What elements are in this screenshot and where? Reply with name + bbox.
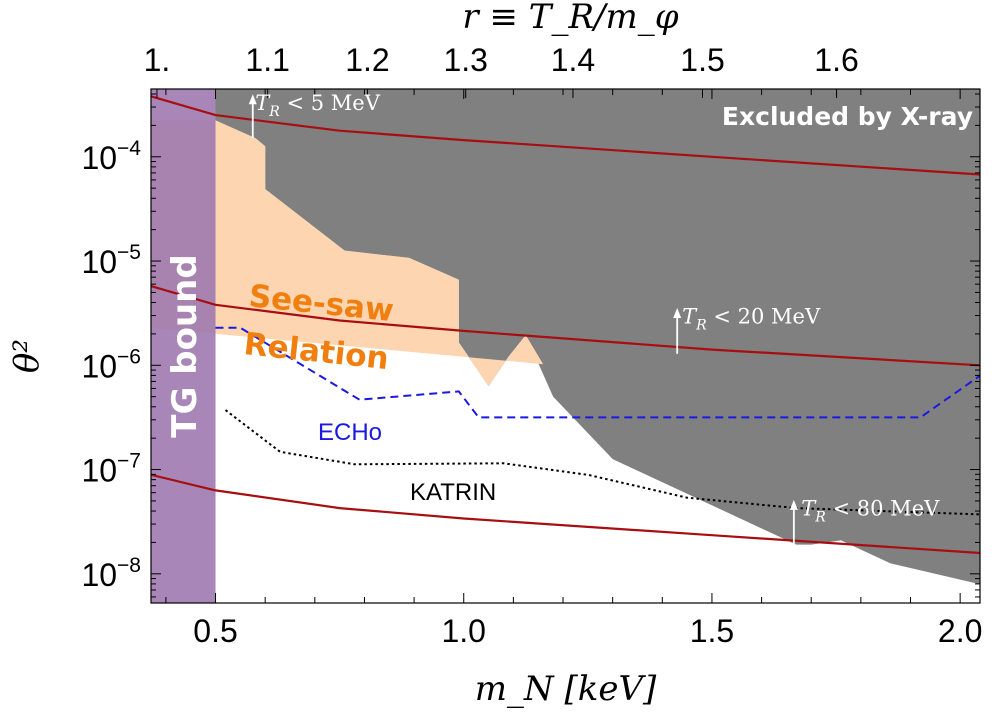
region-0-excluded-by-x-ray — [215, 89, 980, 585]
curves-layer — [151, 95, 980, 555]
y-tick-exp: −5 — [117, 241, 141, 264]
y-tick-base: 10 — [81, 348, 117, 384]
top-tick-label: 1. — [144, 42, 171, 78]
ticks-layer — [151, 89, 980, 603]
region-1-see-saw-relation — [151, 120, 544, 387]
tr-arrow-head — [789, 499, 798, 510]
top-tick-label: 1.5 — [680, 42, 724, 78]
y-tick-base: 10 — [81, 140, 117, 176]
top-tick-label: 1.6 — [814, 42, 858, 78]
tr-curve-2 — [151, 473, 980, 555]
echo-label: ECHo — [318, 419, 382, 446]
y-tick-exp: −6 — [117, 345, 141, 368]
y-tick-exp: −4 — [117, 137, 141, 160]
top-tick-label: 1.2 — [345, 42, 389, 78]
region-tg-bound — [151, 89, 216, 603]
tr-label-symbol: T — [682, 305, 698, 329]
tr-curve-0 — [151, 95, 980, 176]
y-tick-base: 10 — [81, 244, 117, 280]
x-tick-label: 1.5 — [690, 613, 734, 649]
tr-label-value: < 20 MeV — [707, 305, 821, 329]
x-tick-label: 1.0 — [441, 613, 485, 649]
y-tick-label: 10−4 — [81, 137, 141, 176]
y-axis-title: θ² — [7, 339, 47, 373]
series-echo-line — [215, 326, 980, 419]
x-axis-title: m_N [keV] — [475, 669, 657, 709]
series-katrin-line — [224, 409, 980, 516]
tr-label-value: < 5 MeV — [280, 91, 381, 115]
tr-label-subscript: R — [268, 104, 280, 120]
tr-label-value: < 80 MeV — [826, 496, 940, 520]
plot-border — [150, 88, 981, 604]
y-tick-exp: −8 — [117, 554, 141, 577]
y-tick-label: 10−6 — [81, 345, 141, 384]
top-tick-label: 1.4 — [551, 42, 595, 78]
regions-layer — [151, 89, 980, 603]
x-tick-label: 0.5 — [193, 613, 237, 649]
tr-label: TR < 80 MeV — [801, 496, 940, 525]
top-tick-label: 1.3 — [443, 42, 487, 78]
tr-label-subscript: R — [814, 509, 826, 525]
tr-label-symbol: T — [801, 496, 817, 520]
tr-label: TR < 20 MeV — [682, 305, 821, 334]
tr-curve-1 — [151, 285, 980, 367]
tr-arrow-head — [248, 94, 257, 105]
tg-bound-label: TG bound — [165, 254, 205, 437]
y-tick-label: 10−8 — [81, 554, 141, 593]
top-axis-title: r ≡ T_R/m_φ — [462, 0, 678, 37]
y-tick-base: 10 — [81, 453, 117, 489]
x-tick-label: 2.0 — [938, 613, 982, 649]
y-tick-label: 10−7 — [81, 450, 141, 489]
tr-label: TR < 5 MeV — [255, 91, 380, 120]
tr-label-symbol: T — [255, 91, 271, 115]
tr-label-subscript: R — [695, 318, 707, 334]
xray-label: Excluded by X-ray — [722, 102, 973, 131]
top-tick-label: 1.1 — [245, 42, 289, 78]
plot-frame — [150, 88, 981, 604]
y-tick-base: 10 — [81, 557, 117, 593]
tr-arrow-head — [673, 308, 682, 319]
katrin-label: KATRIN — [410, 479, 496, 506]
y-tick-label: 10−5 — [81, 241, 141, 280]
y-tick-exp: −7 — [117, 450, 141, 473]
